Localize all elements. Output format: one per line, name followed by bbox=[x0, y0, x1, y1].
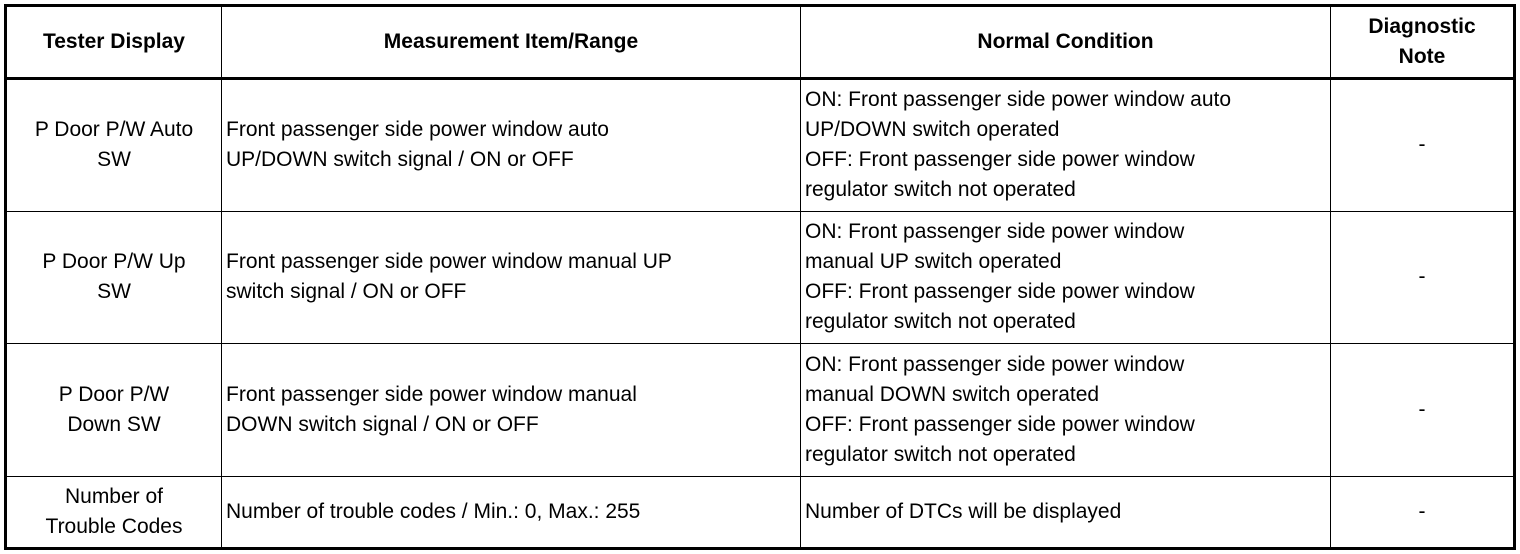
table-row: P Door P/W Auto SW Front passenger side po… bbox=[5, 78, 1515, 212]
tester-display-cell-line: Number of bbox=[64, 484, 164, 508]
header-tester-display: Tester Display bbox=[5, 5, 222, 80]
measurement-cell-line: Front passenger side power window manual… bbox=[226, 250, 672, 274]
header-normal-condition: Normal Condition bbox=[800, 5, 1331, 80]
measurement-cell: Front passenger side power window manual… bbox=[221, 210, 801, 345]
tester-display-cell-line: P Door P/W Auto bbox=[34, 118, 194, 142]
measurement-cell: Front passenger side power window auto UP… bbox=[221, 78, 801, 212]
normal-condition-cell-line: manual UP switch operated bbox=[805, 250, 1062, 274]
table-row: P Door P/W Down SW Front passenger side po… bbox=[5, 343, 1515, 477]
normal-condition-cell-line: manual DOWN switch operated bbox=[805, 382, 1100, 406]
measurement-cell-line: Front passenger side power window manual bbox=[226, 382, 637, 406]
diagnostic-note-cell: - bbox=[1330, 78, 1515, 212]
tester-display-cell: P Door P/W Down SW bbox=[5, 343, 222, 477]
header-measurement: Measurement Item/Range bbox=[221, 5, 801, 80]
diagnostic-note-cell: - bbox=[1330, 343, 1515, 477]
normal-condition-cell-line: ON: Front passenger side power window bbox=[805, 220, 1185, 244]
measurement-cell-line: Front passenger side power window auto bbox=[226, 118, 609, 142]
measurement-cell-line: Number of trouble codes / Min.: 0, Max.:… bbox=[226, 499, 641, 523]
header-diagnostic-note-text: Diagnostic Note bbox=[1368, 15, 1476, 68]
normal-condition-cell-line: regulator switch not operated bbox=[805, 310, 1076, 334]
tester-display-cell-line: P Door P/W bbox=[58, 382, 170, 406]
header-row: Tester Display Measurement Item/Range No… bbox=[5, 5, 1515, 80]
tester-display-cell-line: Down SW bbox=[67, 412, 161, 436]
tester-display-cell-line: SW bbox=[97, 148, 131, 172]
normal-condition-cell: Number of DTCs will be displayed bbox=[800, 475, 1331, 550]
table-row: P Door P/W Up SW Front passenger side powe… bbox=[5, 210, 1515, 345]
normal-condition-cell-line: Number of DTCs will be displayed bbox=[805, 499, 1122, 523]
table-row: Number of Trouble Codes Number of trouble … bbox=[5, 475, 1515, 550]
normal-condition-cell-line: regulator switch not operated bbox=[805, 442, 1076, 466]
tester-display-cell: P Door P/W Auto SW bbox=[5, 78, 222, 212]
measurement-cell-line: UP/DOWN switch signal / ON or OFF bbox=[226, 148, 574, 172]
normal-condition-cell-line: OFF: Front passenger side power window bbox=[805, 280, 1195, 304]
measurement-cell-line: switch signal / ON or OFF bbox=[226, 280, 467, 304]
normal-condition-cell-line: ON: Front passenger side power window bbox=[805, 352, 1185, 376]
measurement-cell: Front passenger side power window manual… bbox=[221, 343, 801, 477]
tester-display-cell-line: P Door P/W Up bbox=[42, 250, 186, 274]
normal-condition-cell-line: regulator switch not operated bbox=[805, 178, 1076, 202]
diagnostic-data-table: Tester Display Measurement Item/Range No… bbox=[4, 4, 1516, 550]
normal-condition-cell-line: UP/DOWN switch operated bbox=[805, 118, 1060, 142]
tester-display-cell-line: SW bbox=[97, 280, 131, 304]
normal-condition-cell: ON: Front passenger side power window man… bbox=[800, 210, 1331, 345]
measurement-cell: Number of trouble codes / Min.: 0, Max.:… bbox=[221, 475, 801, 550]
normal-condition-cell-line: ON: Front passenger side power window au… bbox=[805, 88, 1232, 112]
header-diagnostic-note: Diagnostic Note bbox=[1330, 5, 1515, 80]
diagnostic-note-cell: - bbox=[1330, 475, 1515, 550]
tester-display-cell: P Door P/W Up SW bbox=[5, 210, 222, 345]
normal-condition-cell: ON: Front passenger side power window au… bbox=[800, 78, 1331, 212]
normal-condition-cell-line: OFF: Front passenger side power window bbox=[805, 412, 1195, 436]
diagnostic-note-cell: - bbox=[1330, 210, 1515, 345]
tester-display-cell-line: Trouble Codes bbox=[45, 514, 183, 538]
normal-condition-cell-line: OFF: Front passenger side power window bbox=[805, 148, 1195, 172]
measurement-cell-line: DOWN switch signal / ON or OFF bbox=[226, 412, 539, 436]
normal-condition-cell: ON: Front passenger side power window man… bbox=[800, 343, 1331, 477]
tester-display-cell: Number of Trouble Codes bbox=[5, 475, 222, 550]
